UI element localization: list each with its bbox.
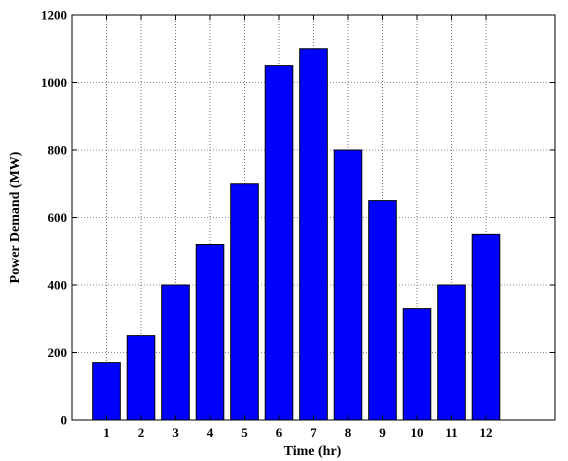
bar-3 [161, 284, 190, 421]
bar-4 [195, 244, 225, 421]
y-tick-label: 0 [61, 413, 68, 428]
bar-5 [230, 183, 259, 421]
bar-7 [299, 48, 328, 421]
x-tick-label: 2 [138, 425, 145, 440]
bar-11 [437, 284, 466, 421]
bar-2 [126, 335, 156, 421]
x-tick-label: 9 [379, 425, 386, 440]
x-tick-label: 6 [276, 425, 283, 440]
bar-12 [471, 233, 501, 421]
x-tick-label: 8 [345, 425, 352, 440]
x-tick-label: 4 [207, 425, 214, 440]
y-tick-label: 200 [48, 345, 68, 360]
y-tick-label: 1200 [41, 8, 67, 23]
y-tick-label: 800 [48, 143, 68, 158]
y-tick-label: 600 [48, 210, 68, 225]
bar-8 [333, 149, 363, 421]
bar-1 [92, 362, 121, 421]
y-tick-label: 400 [48, 278, 68, 293]
x-tick-label: 11 [445, 425, 457, 440]
x-tick-label: 7 [310, 425, 317, 440]
x-axis-label: Time (hr) [284, 444, 342, 459]
x-tick-label: 1 [103, 425, 110, 440]
x-tick-label: 5 [241, 425, 248, 440]
axis-ticks [72, 14, 555, 421]
y-axis-label: Power Demand (MW) [8, 151, 23, 283]
y-tick-label: 1000 [41, 75, 67, 90]
y-tick-labels: 0 200 400 600 800 1000 1200 [41, 8, 67, 428]
x-tick-label: 12 [480, 425, 493, 440]
x-tick-labels: 1 2 3 4 5 6 7 8 9 10 11 12 [103, 425, 492, 440]
bar-10 [402, 308, 432, 421]
bar-9 [368, 200, 397, 421]
bar-6 [264, 65, 294, 421]
x-tick-label: 10 [411, 425, 424, 440]
bars [92, 48, 501, 421]
x-tick-label: 3 [172, 425, 179, 440]
